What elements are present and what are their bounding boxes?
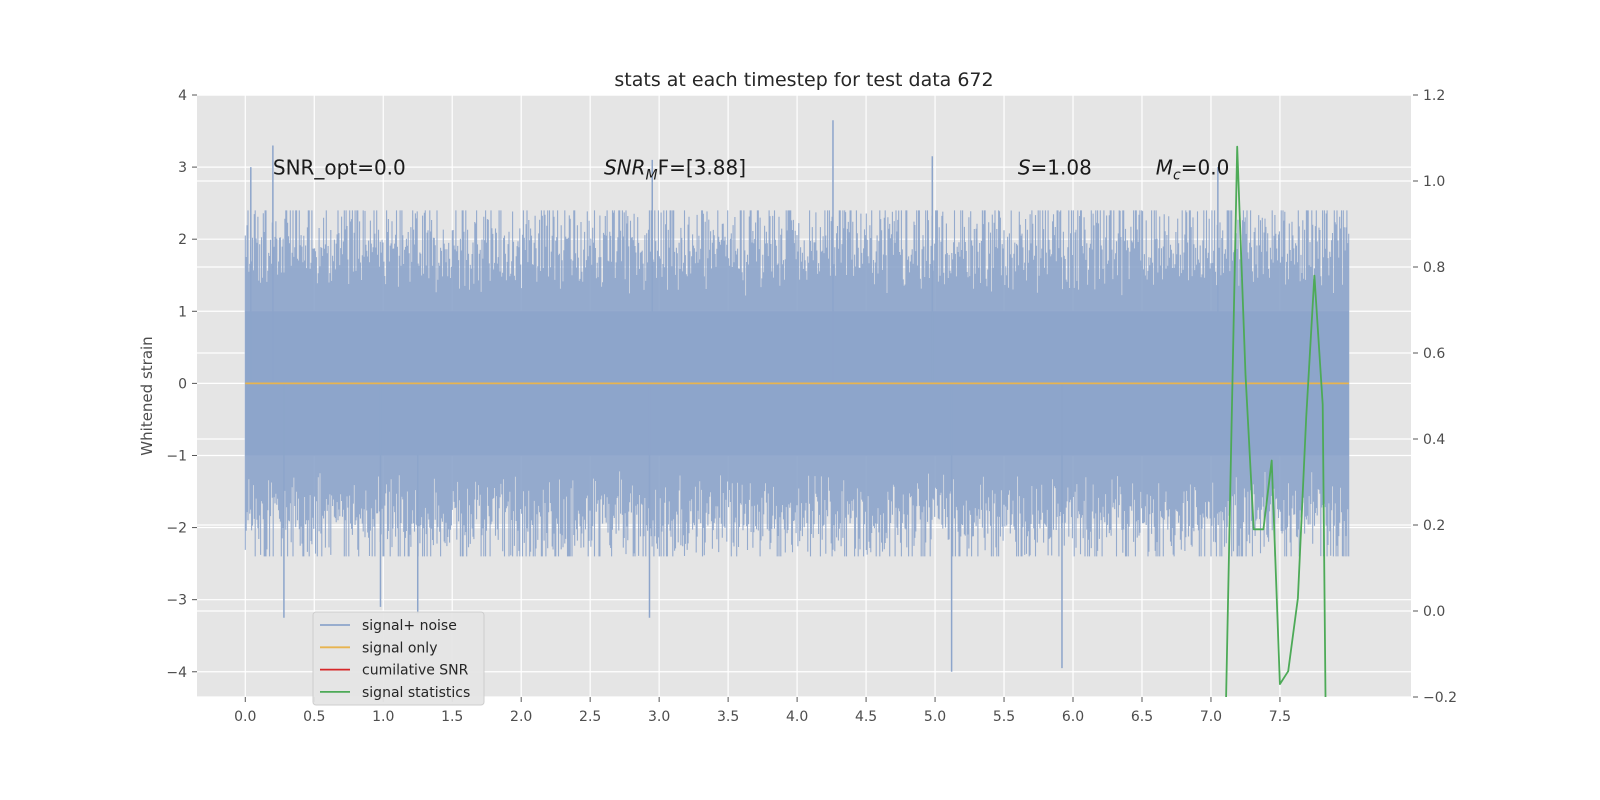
y-tick-label: −1 — [166, 448, 187, 464]
y-axis-title: Whitened strain — [138, 336, 156, 455]
annotation: Mc=0.0 — [1156, 155, 1230, 183]
legend-label: signal statistics — [362, 685, 470, 701]
chart-title: stats at each timestep for test data 672 — [614, 69, 993, 91]
y-tick-label: 3 — [178, 160, 187, 176]
annotation: SNR_opt=0.0 — [273, 155, 406, 179]
legend-label: signal only — [362, 640, 437, 656]
annotation: SNRMF=[3.88] — [604, 155, 746, 183]
legend-label: signal+ noise — [362, 618, 457, 634]
x-tick-label: 2.5 — [579, 709, 601, 725]
legend: signal+ noise signal only cumilative SNR si… — [312, 611, 485, 706]
x-tick-label: 6.5 — [1131, 709, 1153, 725]
x-tick-label: 2.0 — [510, 709, 532, 725]
x-tick-label: 7.0 — [1200, 709, 1222, 725]
y-tick-label: −3 — [166, 593, 187, 609]
x-tick-label: 7.5 — [1269, 709, 1291, 725]
y2-tick-label: −0.2 — [1423, 690, 1457, 706]
x-tick-label: 6.0 — [1062, 709, 1084, 725]
y-tick-label: 1 — [178, 304, 187, 320]
y2-tick-label: 0.4 — [1423, 432, 1445, 448]
x-tick-label: 3.0 — [648, 709, 670, 725]
x-tick-label: 1.5 — [441, 709, 463, 725]
y-tick-label: 4 — [178, 88, 187, 104]
y2-tick-label: 0.6 — [1423, 346, 1445, 362]
x-tick-label: 4.0 — [786, 709, 808, 725]
axes: 0.0 0.5 1.0 1.5 2.0 2.5 3.0 3.5 4.0 4.5 5.0 5.5 6.0 6… — [166, 88, 1457, 725]
series-line — [1225, 145, 1327, 698]
x-tick-label: 5.0 — [924, 709, 946, 725]
y2-tick-label: 1.0 — [1423, 174, 1445, 190]
y-tick-label: 0 — [178, 376, 187, 392]
x-tick-label: 0.5 — [303, 709, 325, 725]
x-tick-label: 4.5 — [855, 709, 877, 725]
y-tick-label: 2 — [178, 232, 187, 248]
y-tick-label: −2 — [166, 521, 187, 537]
legend-box — [312, 611, 485, 706]
annotations: SNR_opt=0.0 SNRMF=[3.88] S=1.08 Mc=0.0 — [273, 155, 1229, 183]
legend-label: cumilative SNR — [362, 663, 469, 679]
y2-tick-label: 0.8 — [1423, 260, 1445, 276]
x-tick-label: 3.5 — [717, 709, 739, 725]
y2-tick-label: 1.2 — [1423, 88, 1445, 104]
y2-tick-label: 0.0 — [1423, 604, 1445, 620]
line-series — [245, 145, 1349, 698]
x-tick-label: 1.0 — [372, 709, 394, 725]
y-tick-label: −4 — [166, 665, 187, 681]
y2-tick-label: 0.2 — [1423, 518, 1445, 534]
x-tick-label: 5.5 — [993, 709, 1015, 725]
x-tick-label: 0.0 — [234, 709, 256, 725]
annotation: S=1.08 — [1018, 155, 1092, 179]
